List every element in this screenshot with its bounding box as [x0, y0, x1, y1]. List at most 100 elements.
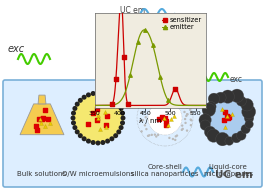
Point [220, 107, 225, 110]
Circle shape [182, 128, 184, 130]
Circle shape [190, 119, 192, 121]
Circle shape [120, 115, 125, 121]
Point [48, 122, 52, 125]
Circle shape [206, 102, 216, 112]
Circle shape [179, 99, 182, 101]
Circle shape [109, 95, 114, 100]
Circle shape [86, 139, 91, 144]
Circle shape [155, 96, 158, 99]
Circle shape [157, 134, 159, 136]
Circle shape [150, 95, 153, 98]
Point [151, 43, 155, 46]
Circle shape [142, 119, 144, 121]
Circle shape [164, 93, 167, 95]
Point [98, 127, 102, 130]
Circle shape [199, 114, 211, 126]
Circle shape [186, 106, 188, 109]
Text: Liquid-core
microcapsules: Liquid-core microcapsules [203, 164, 253, 177]
Legend: sensitizer, emitter: sensitizer, emitter [162, 17, 202, 31]
Point [34, 124, 38, 127]
Circle shape [216, 132, 229, 146]
Circle shape [236, 96, 246, 106]
Circle shape [113, 133, 118, 138]
Point [128, 74, 132, 77]
Circle shape [71, 120, 76, 125]
Point [96, 117, 100, 120]
Point [122, 55, 126, 58]
Circle shape [158, 94, 160, 96]
Circle shape [156, 97, 159, 99]
Circle shape [120, 111, 125, 116]
Circle shape [215, 92, 226, 103]
Circle shape [241, 98, 253, 111]
Circle shape [155, 98, 158, 100]
Circle shape [70, 115, 76, 121]
Circle shape [148, 103, 150, 105]
Point [103, 126, 108, 129]
Circle shape [174, 139, 176, 141]
Circle shape [200, 120, 210, 130]
Circle shape [242, 105, 256, 119]
Circle shape [86, 92, 91, 97]
Point [40, 117, 45, 120]
Circle shape [75, 129, 80, 134]
Circle shape [140, 111, 143, 114]
Circle shape [71, 111, 76, 116]
Text: UC em: UC em [120, 6, 146, 15]
Circle shape [166, 97, 168, 99]
Point [164, 119, 168, 122]
Circle shape [207, 129, 220, 142]
Point [164, 123, 168, 126]
Circle shape [184, 122, 187, 124]
Circle shape [151, 134, 153, 136]
Circle shape [78, 98, 83, 103]
Circle shape [154, 96, 156, 98]
Circle shape [173, 101, 176, 104]
FancyBboxPatch shape [3, 80, 262, 187]
Circle shape [72, 125, 77, 130]
Text: O/W microemulsions: O/W microemulsions [62, 171, 134, 177]
Point [169, 117, 173, 120]
Circle shape [230, 89, 244, 102]
Point [166, 98, 170, 101]
Circle shape [245, 120, 253, 128]
Circle shape [116, 102, 121, 107]
Point [104, 115, 109, 118]
Circle shape [168, 137, 171, 139]
Point [226, 115, 231, 118]
Circle shape [96, 140, 100, 146]
Circle shape [173, 91, 175, 94]
Circle shape [181, 129, 183, 131]
Circle shape [241, 124, 250, 134]
Point [110, 102, 115, 105]
Point [96, 113, 100, 116]
Point [223, 110, 227, 113]
Circle shape [145, 128, 148, 130]
Text: Bulk solutions: Bulk solutions [17, 171, 66, 177]
Point [43, 108, 47, 112]
Circle shape [154, 94, 156, 96]
Text: exc: exc [8, 44, 25, 54]
Circle shape [157, 94, 159, 97]
Circle shape [182, 104, 184, 107]
Circle shape [116, 129, 121, 134]
Circle shape [148, 101, 182, 135]
Circle shape [100, 91, 105, 96]
Circle shape [190, 119, 193, 122]
Point [172, 115, 176, 118]
Circle shape [147, 135, 149, 137]
Circle shape [169, 97, 171, 99]
Circle shape [186, 113, 189, 115]
Point [104, 123, 108, 126]
Point [126, 103, 130, 106]
Circle shape [72, 92, 124, 144]
Circle shape [145, 101, 148, 103]
Point [114, 77, 118, 80]
Circle shape [75, 102, 80, 107]
Circle shape [140, 130, 143, 133]
Point [95, 119, 99, 122]
Circle shape [202, 103, 216, 117]
Point [91, 112, 95, 115]
Point [158, 76, 162, 79]
Circle shape [144, 124, 146, 126]
